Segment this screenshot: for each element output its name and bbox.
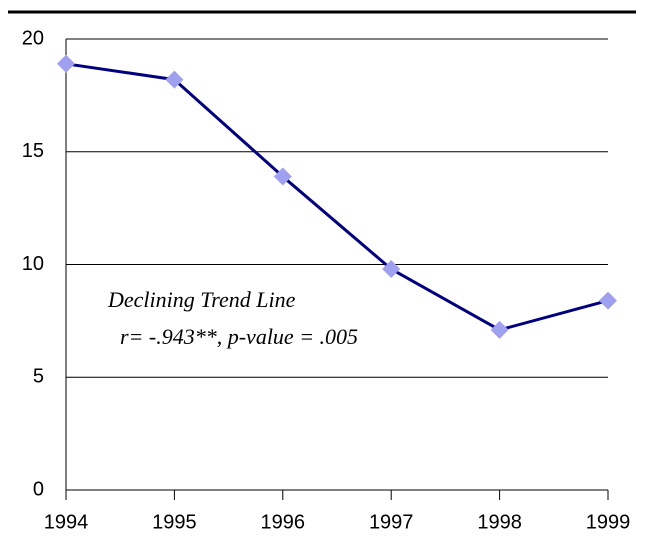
y-tick-label: 15 — [22, 140, 44, 162]
annotation: Declining Trend Line — [107, 287, 296, 312]
y-tick-label: 10 — [22, 253, 44, 275]
x-tick-label: 1997 — [369, 511, 414, 533]
data-marker — [57, 54, 75, 73]
data-marker — [273, 167, 292, 186]
x-tick-label: 1995 — [152, 511, 197, 533]
data-marker — [599, 291, 617, 310]
data-line — [65, 62, 609, 332]
data-marker — [382, 260, 401, 279]
y-tick-label: 0 — [33, 478, 44, 500]
x-tick-label: 1998 — [477, 511, 522, 533]
x-tick-label: 1994 — [44, 511, 89, 533]
data-marker — [165, 70, 184, 89]
y-tick-label: 5 — [33, 366, 44, 388]
y-tick-label: 20 — [22, 27, 44, 49]
x-tick-label: 1999 — [586, 511, 631, 533]
data-marker — [490, 320, 509, 339]
x-tick-label: 1996 — [261, 511, 306, 533]
annotation: r= -.943**, p-value = .005 — [120, 324, 358, 349]
